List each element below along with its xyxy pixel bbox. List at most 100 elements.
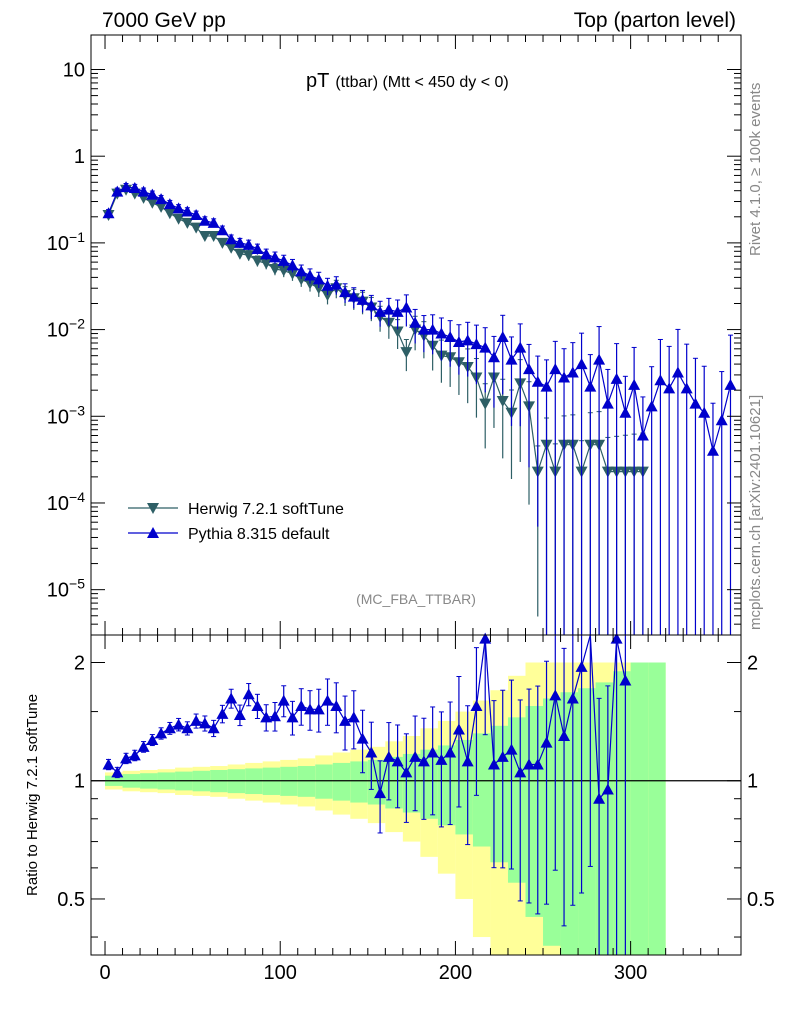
ratio-data-point [558, 729, 571, 741]
ratio-band-stat [595, 682, 614, 955]
data-point-herwig [268, 263, 281, 275]
data-point-herwig [391, 326, 404, 338]
data-point-pythia [549, 363, 562, 375]
data-point-pythia [374, 305, 387, 317]
data-point-pythia [680, 382, 693, 394]
ratio-panel: 0.5 0.5 1 1 2 2 0 100 200 300 Ratio to Herwig 7.2… [24, 632, 775, 984]
main-panel: 10 1 10−1 10−2 10−3 10−4 10−5 pT (ttbar) (Mtt <… [47, 34, 742, 636]
data-point-pythia [610, 372, 623, 384]
ratio-data-point [452, 723, 465, 735]
data-point-herwig [155, 201, 168, 213]
data-point-herwig [400, 347, 413, 359]
ratio-data-point [531, 758, 544, 770]
ratio-xtick-label: 200 [439, 962, 472, 984]
ratio-ytick-label: 2 [74, 653, 85, 675]
ratio-data-point [523, 758, 536, 770]
data-point-pythia [531, 375, 544, 387]
ratio-data-point [102, 758, 115, 770]
ratio-data-point [505, 743, 518, 755]
ratio-data-point [181, 722, 194, 734]
ratio-data-point [312, 703, 325, 715]
data-point-pythia [120, 181, 133, 193]
ratio-xtick-label: 100 [264, 962, 297, 984]
data-point-pythia [505, 353, 518, 365]
ratio-band-stat [420, 749, 438, 819]
data-point-pythia [470, 338, 483, 350]
data-point-pythia [190, 208, 203, 220]
ratio-data-point [251, 699, 264, 711]
ratio-data-point [444, 746, 457, 758]
ratio-band-stat [280, 766, 298, 796]
data-point-pythia [479, 341, 492, 353]
ratio-data-point [339, 714, 352, 726]
ratio-frame [90, 634, 742, 956]
main-ytick-label: 10 [63, 59, 85, 81]
data-point-pythia [251, 243, 264, 255]
data-point-pythia [575, 358, 588, 370]
data-point-herwig [242, 250, 255, 262]
data-point-herwig [304, 278, 317, 290]
data-point-pythia [268, 251, 281, 263]
ratio-data-point [286, 711, 299, 723]
main-plot-area [102, 181, 737, 635]
ratio-data-point [347, 711, 360, 723]
ratio-data-point [382, 750, 395, 762]
data-point-pythia [102, 207, 115, 219]
data-point-pythia [198, 214, 211, 226]
data-point-pythia [330, 278, 343, 290]
main-frame [90, 34, 742, 636]
data-point-pythia [382, 303, 395, 315]
ratio-data-point [400, 766, 413, 778]
data-point-pythia [155, 193, 168, 205]
data-point-herwig [260, 258, 273, 270]
ratio-data-point [461, 755, 474, 767]
ratio-data-point [172, 718, 185, 730]
ratio-band-stat [648, 662, 666, 955]
ratio-data-point [566, 692, 579, 704]
header-right: Top (parton level) [574, 9, 736, 32]
data-point-pythia [172, 202, 185, 214]
ratio-data-point [321, 694, 334, 706]
ratio-band-stat [630, 662, 649, 955]
data-point-pythia [391, 305, 404, 317]
data-point-herwig [163, 208, 176, 220]
data-point-pythia [558, 371, 571, 383]
ratio-xtick-label: 300 [614, 962, 647, 984]
ratio-data-point [487, 758, 500, 770]
ratio-band-stat [613, 671, 631, 955]
data-point-herwig [496, 396, 509, 408]
data-point-pythia [286, 259, 299, 271]
data-point-pythia [111, 185, 124, 197]
data-point-pythia [260, 248, 273, 260]
header-left: 7000 GeV pp [102, 9, 226, 32]
ratio-data-point [575, 660, 588, 672]
data-point-pythia [426, 323, 439, 335]
ratio-data-point [330, 699, 343, 711]
data-point-herwig [295, 274, 308, 286]
data-point-pythia [523, 363, 536, 375]
ratio-band-stat [350, 761, 368, 803]
data-point-pythia [628, 378, 641, 390]
ratio-plot-area [91, 632, 741, 956]
ratio-y-label: Ratio to Herwig 7.2.1 softTune [24, 694, 41, 896]
ratio-data-point [365, 746, 378, 758]
data-point-pythia [347, 290, 360, 302]
data-point-pythia [724, 378, 737, 390]
data-point-pythia [584, 380, 597, 392]
series-line-pythia [107, 186, 732, 454]
data-point-pythia [663, 382, 676, 394]
ratio-data-point [426, 746, 439, 758]
data-point-herwig [286, 268, 299, 280]
ratio-data-point [242, 688, 255, 700]
plot-title: pT (ttbar) (Mtt < 450 dy < 0) [306, 70, 509, 92]
data-point-herwig [233, 248, 246, 260]
ratio-data-point [374, 787, 387, 799]
data-point-pythia [636, 429, 649, 441]
ratio-data-point [128, 749, 141, 761]
ratio-data-point [190, 714, 203, 726]
ratio-data-point [391, 755, 404, 767]
data-point-pythia [128, 181, 141, 193]
ratio-data-point [549, 689, 562, 701]
ratio-ytick-label-right: 1 [747, 771, 758, 793]
